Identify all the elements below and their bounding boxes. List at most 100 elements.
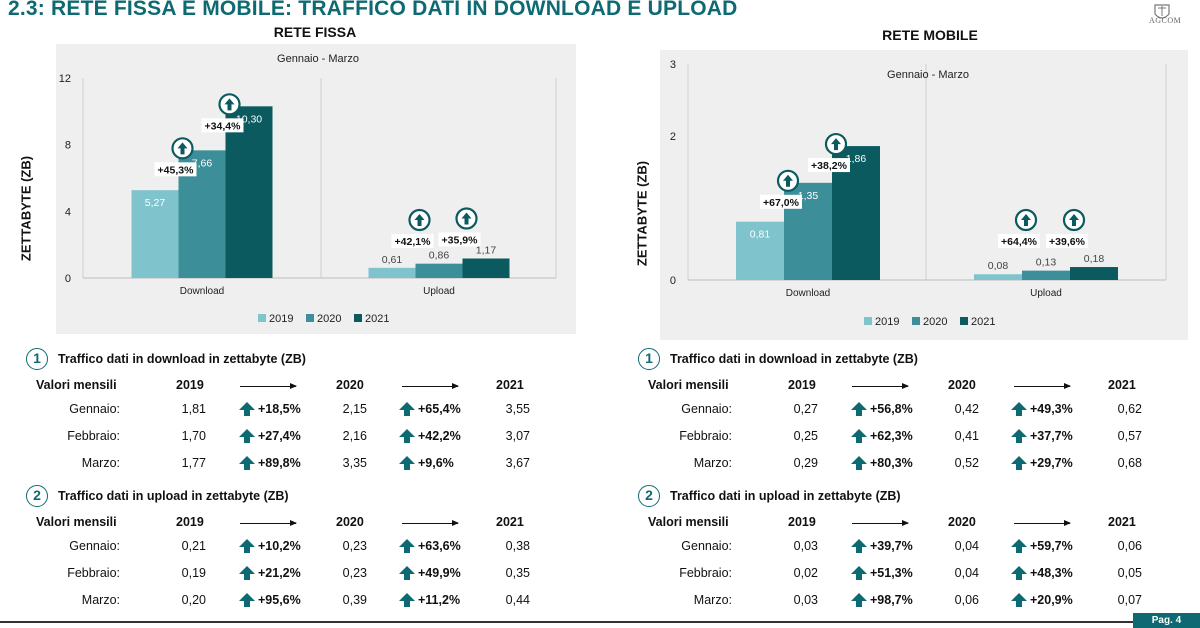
growth-up-arrow-icon bbox=[238, 455, 254, 471]
growth-up-arrow-icon bbox=[398, 428, 414, 444]
bar-upload-2020 bbox=[1022, 271, 1070, 280]
growth-up-arrow-icon bbox=[1010, 592, 1026, 608]
value-2021: 0,35 bbox=[500, 566, 530, 580]
value-2020: 0,42 bbox=[949, 402, 979, 416]
growth-up-arrow-icon bbox=[398, 401, 414, 417]
header-2020: 2020 bbox=[336, 378, 376, 392]
value-2020: 0,39 bbox=[337, 593, 367, 607]
growth-2019-2020: +95,6% bbox=[258, 593, 301, 607]
trend-arrow-icon bbox=[240, 386, 296, 387]
value-2019: 0,19 bbox=[176, 566, 206, 580]
growth-label: +38,2% bbox=[811, 160, 848, 172]
chart-mobile: 023Gennaio - Marzo0,811,351,86Download0,… bbox=[0, 0, 1200, 340]
section-number-badge: 2 bbox=[26, 485, 48, 507]
growth-2020-2021: +48,3% bbox=[1030, 566, 1073, 580]
month-label: Marzo: bbox=[648, 456, 732, 470]
value-2020: 2,16 bbox=[337, 429, 367, 443]
growth-up-arrow-icon bbox=[850, 592, 866, 608]
growth-up-arrow-icon bbox=[1010, 538, 1026, 554]
growth-up-arrow-icon bbox=[850, 428, 866, 444]
growth-2020-2021: +11,2% bbox=[418, 593, 460, 607]
value-2020: 2,15 bbox=[337, 402, 367, 416]
growth-up-arrow-icon bbox=[238, 538, 254, 554]
growth-2019-2020: +51,3% bbox=[870, 566, 913, 580]
section-number-badge: 1 bbox=[638, 348, 660, 370]
month-label: Marzo: bbox=[36, 456, 120, 470]
section-title: Traffico dati in upload in zettabyte (ZB… bbox=[58, 489, 289, 503]
header-2020: 2020 bbox=[336, 515, 376, 529]
month-label: Febbraio: bbox=[648, 429, 732, 443]
value-2019: 0,27 bbox=[788, 402, 818, 416]
value-2019: 0,21 bbox=[176, 539, 206, 553]
y-tick-label: 2 bbox=[670, 131, 676, 143]
growth-up-arrow-icon bbox=[1016, 210, 1036, 230]
value-2019: 1,70 bbox=[176, 429, 206, 443]
growth-up-arrow-icon bbox=[778, 171, 798, 191]
value-2019: 0,20 bbox=[176, 593, 206, 607]
section-title: Traffico dati in download in zettabyte (… bbox=[670, 352, 918, 366]
value-2021: 0,62 bbox=[1112, 402, 1142, 416]
value-2020: 0,04 bbox=[949, 566, 979, 580]
growth-label: +39,6% bbox=[1049, 236, 1086, 248]
month-label: Febbraio: bbox=[36, 429, 120, 443]
value-2020: 0,23 bbox=[337, 566, 367, 580]
growth-label: +64,4% bbox=[1001, 236, 1038, 248]
month-label: Marzo: bbox=[36, 593, 120, 607]
data-label: 0,18 bbox=[1084, 253, 1105, 265]
value-2021: 0,05 bbox=[1112, 566, 1142, 580]
value-2020: 0,41 bbox=[949, 429, 979, 443]
value-2021: 0,06 bbox=[1112, 539, 1142, 553]
page-number: Pag. 4 bbox=[1133, 613, 1200, 628]
growth-2020-2021: +9,6% bbox=[418, 456, 454, 470]
header-2021: 2021 bbox=[1108, 515, 1148, 529]
growth-up-arrow-icon bbox=[850, 401, 866, 417]
month-label: Marzo: bbox=[648, 593, 732, 607]
chart-subtitle: Gennaio - Marzo bbox=[887, 69, 969, 81]
footer-divider bbox=[0, 621, 1133, 623]
x-tick-label: Download bbox=[786, 288, 830, 299]
header-label: Valori mensili bbox=[36, 378, 117, 392]
header-2019: 2019 bbox=[788, 378, 828, 392]
growth-up-arrow-icon bbox=[238, 428, 254, 444]
value-2020: 0,06 bbox=[949, 593, 979, 607]
section-number-badge: 2 bbox=[638, 485, 660, 507]
value-2019: 0,03 bbox=[788, 593, 818, 607]
section-title: Traffico dati in upload in zettabyte (ZB… bbox=[670, 489, 901, 503]
trend-arrow-icon bbox=[402, 386, 458, 387]
bar-upload-2021 bbox=[1070, 267, 1118, 280]
growth-2019-2020: +27,4% bbox=[258, 429, 301, 443]
growth-2020-2021: +63,6% bbox=[418, 539, 461, 553]
x-tick-label: Upload bbox=[1030, 288, 1062, 299]
value-2019: 1,77 bbox=[176, 456, 206, 470]
header-2020: 2020 bbox=[948, 378, 988, 392]
value-2021: 0,38 bbox=[500, 539, 530, 553]
growth-up-arrow-icon bbox=[850, 538, 866, 554]
header-label: Valori mensili bbox=[648, 515, 729, 529]
growth-2019-2020: +62,3% bbox=[870, 429, 913, 443]
y-tick-label: 0 bbox=[670, 275, 676, 287]
legend-label-2020: 2020 bbox=[923, 316, 947, 328]
growth-2020-2021: +37,7% bbox=[1030, 429, 1073, 443]
legend-swatch-2021 bbox=[960, 317, 968, 325]
month-label: Febbraio: bbox=[648, 566, 732, 580]
growth-up-arrow-icon bbox=[850, 455, 866, 471]
trend-arrow-icon bbox=[852, 523, 908, 524]
growth-up-arrow-icon bbox=[238, 565, 254, 581]
legend-swatch-2019 bbox=[864, 317, 872, 325]
growth-2019-2020: +21,2% bbox=[258, 566, 301, 580]
value-2020: 0,04 bbox=[949, 539, 979, 553]
bar-upload-2019 bbox=[974, 274, 1022, 280]
month-label: Febbraio: bbox=[36, 566, 120, 580]
data-label: 0,08 bbox=[988, 260, 1009, 272]
growth-2020-2021: +59,7% bbox=[1030, 539, 1073, 553]
growth-2019-2020: +98,7% bbox=[870, 593, 913, 607]
growth-2019-2020: +80,3% bbox=[870, 456, 913, 470]
growth-2020-2021: +49,9% bbox=[418, 566, 461, 580]
section-number-badge: 1 bbox=[26, 348, 48, 370]
header-label: Valori mensili bbox=[36, 515, 117, 529]
value-2020: 0,23 bbox=[337, 539, 367, 553]
growth-up-arrow-icon bbox=[1010, 565, 1026, 581]
growth-2019-2020: +56,8% bbox=[870, 402, 913, 416]
growth-2020-2021: +20,9% bbox=[1030, 593, 1073, 607]
value-2019: 1,81 bbox=[176, 402, 206, 416]
